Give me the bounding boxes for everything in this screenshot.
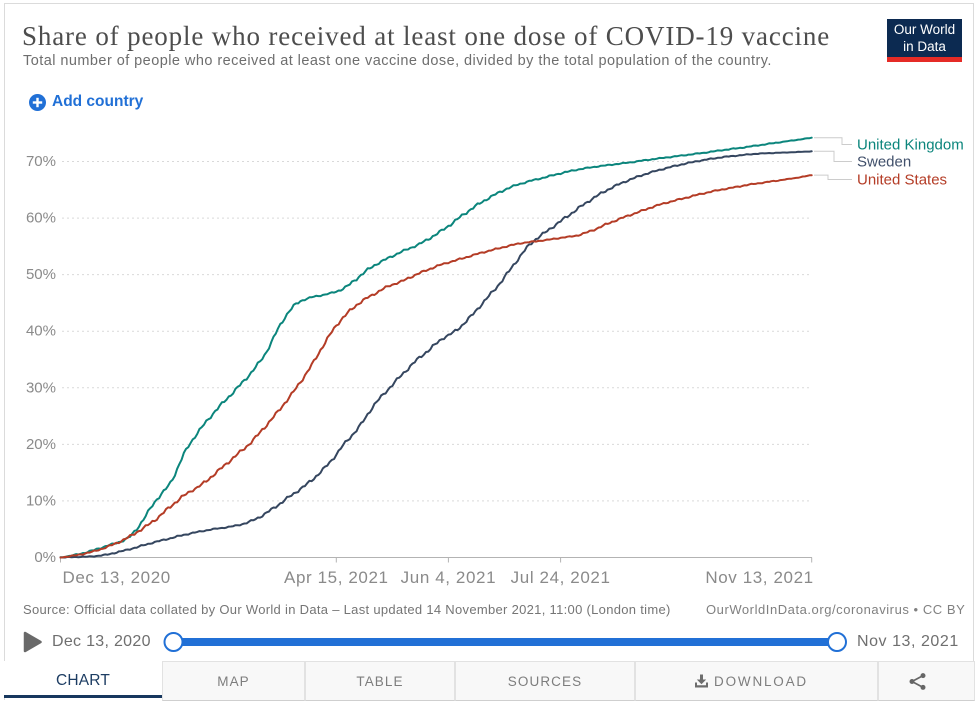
svg-text:United Kingdom: United Kingdom	[857, 137, 964, 154]
svg-text:Jun 4, 2021: Jun 4, 2021	[401, 568, 496, 587]
svg-text:Nov 13, 2021: Nov 13, 2021	[705, 568, 813, 587]
svg-text:50%: 50%	[26, 266, 56, 283]
svg-text:60%: 60%	[26, 210, 56, 227]
svg-text:10%: 10%	[26, 492, 56, 509]
svg-text:30%: 30%	[26, 379, 56, 396]
svg-text:70%: 70%	[26, 153, 56, 170]
svg-text:0%: 0%	[34, 549, 56, 566]
svg-text:Jul 24, 2021: Jul 24, 2021	[511, 568, 611, 587]
svg-text:40%: 40%	[26, 323, 56, 340]
svg-text:United States: United States	[857, 172, 947, 189]
svg-text:20%: 20%	[26, 436, 56, 453]
svg-text:Apr 15, 2021: Apr 15, 2021	[284, 568, 389, 587]
svg-text:Dec 13, 2020: Dec 13, 2020	[63, 568, 171, 587]
svg-text:Sweden: Sweden	[857, 154, 911, 171]
